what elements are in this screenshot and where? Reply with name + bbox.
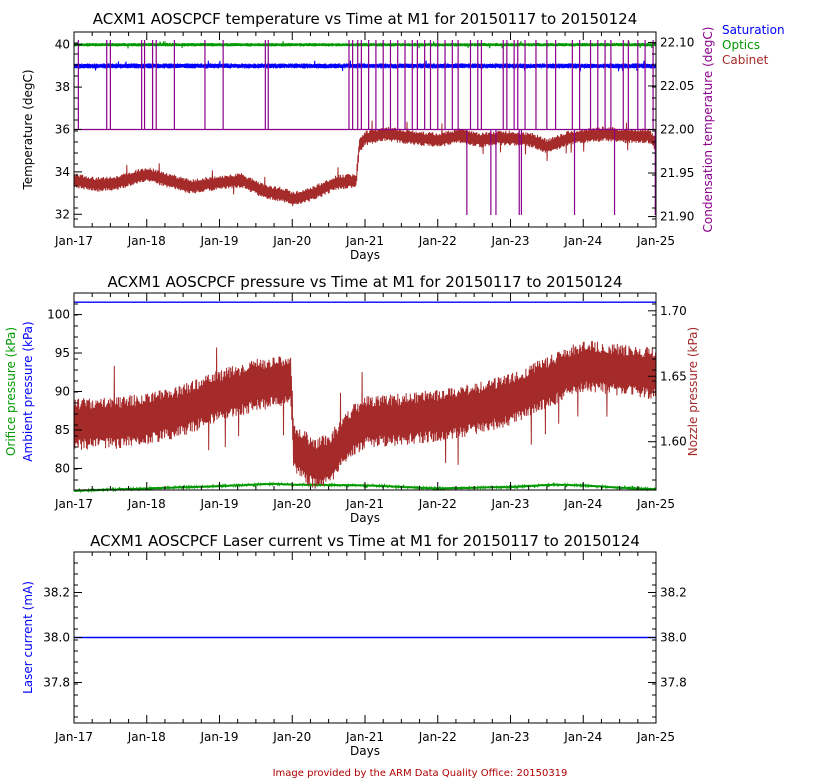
x-tick-label: Jan-18	[127, 234, 166, 248]
y-tick-label: 95	[55, 346, 70, 360]
x-tick-label: Jan-19	[199, 497, 238, 511]
y-tick-label: 32	[55, 207, 70, 221]
y-right-axis-label: Nozzle pressure (kPa)	[686, 327, 700, 456]
y-tick-label: 38	[55, 80, 70, 94]
y-axis-label: Ambient pressure (kPa)	[21, 321, 35, 461]
x-tick-label: Jan-18	[127, 497, 166, 511]
x-tick-label: Jan-22	[418, 234, 457, 248]
x-tick-label: Jan-19	[199, 730, 238, 744]
y-right-tick-label: 21.90	[660, 210, 694, 224]
x-axis-label: Days	[350, 511, 380, 525]
y-axis-label: Temperature (degC)	[21, 69, 35, 190]
x-tick-label: Jan-17	[54, 497, 93, 511]
x-tick-label: Jan-24	[563, 497, 602, 511]
y-tick-label: 34	[55, 165, 70, 179]
y-tick-label: 36	[55, 123, 70, 137]
x-tick-label: Jan-22	[418, 730, 457, 744]
x-tick-label: Jan-21	[345, 497, 384, 511]
cabinet-series	[73, 120, 657, 207]
x-tick-label: Jan-25	[636, 234, 675, 248]
legend-entry-cabinet: Cabinet	[722, 53, 769, 67]
pressure-panel: ACXM1 AOSCPCF pressure vs Time at M1 for…	[4, 273, 700, 525]
y-tick-label: 38.2	[43, 586, 70, 600]
y-right-tick-label: 22.00	[660, 123, 694, 137]
y-axis-label: Laser current (mA)	[21, 581, 35, 694]
y-right-tick-label: 22.05	[660, 79, 694, 93]
y-right-tick-label: 1.70	[660, 304, 687, 318]
condensation-series	[74, 40, 656, 215]
legend-entry-saturation: Saturation	[722, 23, 785, 37]
footer-credit: Image provided by the ARM Data Quality O…	[273, 768, 568, 779]
chart-title: ACXM1 AOSCPCF Laser current vs Time at M…	[90, 532, 640, 550]
y-tick-label: 90	[55, 385, 70, 399]
y-tick-label: 80	[55, 461, 70, 475]
x-tick-label: Jan-22	[418, 497, 457, 511]
x-tick-label: Jan-19	[199, 234, 238, 248]
y-right-tick-label: 38.2	[660, 586, 687, 600]
y-right-axis-label: Condensation temperature (degC)	[701, 27, 715, 233]
y-tick-label: 37.8	[43, 676, 70, 690]
y-tick-label: 85	[55, 423, 70, 437]
optics-series	[73, 40, 657, 49]
x-tick-label: Jan-23	[490, 497, 529, 511]
y-tick-label: 38.0	[43, 631, 70, 645]
plot-frame	[73, 292, 657, 491]
legend-entry-optics: Optics	[722, 38, 760, 52]
x-axis-label: Days	[350, 248, 380, 262]
x-tick-label: Jan-25	[636, 497, 675, 511]
y-tick-label: 40	[55, 38, 70, 52]
saturation-series	[73, 60, 657, 72]
temperature-panel: ACXM1 AOSCPCF temperature vs Time at M1 …	[21, 10, 785, 262]
x-tick-label: Jan-23	[490, 234, 529, 248]
chart-title: ACXM1 AOSCPCF pressure vs Time at M1 for…	[108, 273, 623, 291]
x-tick-label: Jan-21	[345, 234, 384, 248]
x-tick-label: Jan-21	[345, 730, 384, 744]
y-right-tick-label: 1.60	[660, 435, 687, 449]
x-tick-label: Jan-17	[54, 730, 93, 744]
x-tick-label: Jan-24	[563, 234, 602, 248]
x-tick-label: Jan-20	[272, 730, 311, 744]
x-tick-label: Jan-25	[636, 730, 675, 744]
x-tick-label: Jan-17	[54, 234, 93, 248]
laser-current-panel: ACXM1 AOSCPCF Laser current vs Time at M…	[21, 532, 687, 758]
y-tick-label: 100	[47, 308, 70, 322]
y-right-tick-label: 22.10	[660, 35, 694, 49]
x-tick-label: Jan-23	[490, 730, 529, 744]
y-right-tick-label: 21.95	[660, 166, 694, 180]
x-axis-label: Days	[350, 744, 380, 758]
y-right-tick-label: 1.65	[660, 369, 687, 383]
y-right-tick-label: 37.8	[660, 676, 687, 690]
x-tick-label: Jan-24	[563, 730, 602, 744]
nozzle-pressure-series	[73, 341, 657, 489]
y-right-tick-label: 38.0	[660, 631, 687, 645]
x-tick-label: Jan-20	[272, 497, 311, 511]
y-axis-label-orifice: Orifice pressure (kPa)	[4, 327, 18, 456]
x-tick-label: Jan-18	[127, 730, 166, 744]
x-tick-label: Jan-20	[272, 234, 311, 248]
chart-title: ACXM1 AOSCPCF temperature vs Time at M1 …	[93, 10, 637, 28]
